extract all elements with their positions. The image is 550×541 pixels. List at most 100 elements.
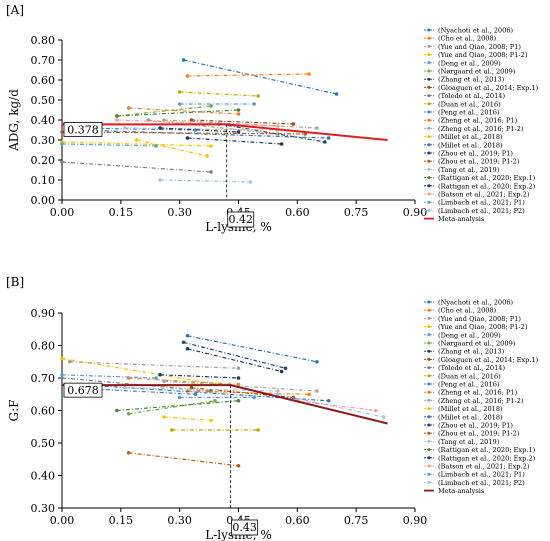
x-tick-label: 0.75 [344,206,369,219]
legend-entry: (Toledo et al., 2014) [438,364,505,372]
legend-entry: (Limbach et al., 2021; P2) [438,479,525,487]
legend-marker [427,341,431,345]
series-line [61,374,157,379]
data-point [307,72,311,76]
data-point [154,144,158,148]
data-point [381,415,386,419]
data-point [177,102,182,106]
legend-entry: (Limbach et al., 2021; P1) [438,199,525,207]
data-point [275,124,280,128]
legend-entry: (Yue and Qiao, 2008; P1-2) [438,51,528,59]
legend-entry: (Rattigan et al., 2020; Exp.1) [438,446,536,454]
legend-marker [427,423,431,427]
data-point [279,142,284,146]
y-tick-label: 0.60 [31,405,56,418]
legend: (Nyachoti et al., 2006)(Cho et al., 2008… [424,299,539,495]
x-tick-label: 0.60 [285,206,310,219]
legend-entry: (Rattigan et al., 2020; Exp.2) [438,182,536,190]
data-point [322,140,327,144]
data-point [68,359,72,364]
legend-marker [427,308,431,312]
data-point [326,398,331,403]
legend-marker [427,382,431,386]
data-point [181,340,186,345]
data-point [275,392,280,397]
data-point [126,450,131,455]
legend-marker [427,167,431,171]
y-tick-label: 0.60 [31,74,56,87]
y-tick-label: 0.50 [31,94,56,107]
legend-entry: (Zheng et al., 2016; P1) [438,117,518,125]
meta-analysis-line [62,384,388,425]
legend-entry: (Zhou et al., 2019; P1-2) [438,430,520,438]
breakpoint-y-box [63,122,103,137]
data-point [252,102,256,106]
series-line [160,127,239,133]
data-point [236,376,241,380]
legend-entry: (Duan et al., 2016) [438,100,501,108]
data-point [60,160,64,164]
breakpoint-y-label: 0.378 [67,123,99,136]
data-point [134,138,139,142]
series-line [183,341,286,369]
data-point [275,132,280,136]
data-point [291,122,296,126]
y-tick-label: 0.40 [31,114,56,127]
legend-entry-meta: Meta-analysis [438,215,485,223]
x-tick-label: 0.30 [167,514,192,527]
data-point [185,74,190,78]
series-line [61,143,157,147]
series-line [136,139,208,157]
data-point [60,372,64,377]
legend-marker [427,349,431,353]
legend-marker [427,456,431,460]
data-point [122,126,127,130]
y-tick-label: 0.70 [31,372,56,385]
y-tick-label: 0.00 [31,194,56,207]
data-point [236,463,241,468]
legend-entry: (Millet et al., 2018) [438,405,503,413]
data-point [60,130,64,134]
data-point [177,90,182,94]
data-point [185,346,190,351]
y-axis-label: ADG, kg/d [7,89,21,152]
legend-marker [427,36,431,40]
legend-entry: (Peng et al., 2016) [438,109,500,117]
x-tick-label: 0.00 [50,206,75,219]
legend-entry: (Rattigan et al., 2020; Exp.1) [438,174,536,182]
data-point [315,126,319,130]
data-point [279,369,284,374]
data-point [115,408,119,413]
legend-entry: (Duan et al., 2016) [438,372,501,380]
legend-marker [427,472,431,476]
data-point [307,392,311,397]
data-point [236,398,241,403]
legend-entry: (Zhou et al., 2019; P1) [438,422,513,430]
data-point [162,415,166,419]
legend-entry: (Deng et al., 2009) [438,59,501,67]
series-line [163,416,212,421]
series-line [61,357,219,386]
series-line [163,380,317,392]
series-line [128,377,239,386]
y-tick-label: 0.90 [31,307,56,320]
series-line [187,348,282,373]
legend-marker [427,357,431,361]
x-tick-label: 0.00 [50,514,75,527]
series-line [124,127,278,131]
legend-entry: (Gloaguen et al., 2014; Exp.1) [438,84,539,92]
legend-marker [427,69,431,73]
data-point [115,114,119,118]
legend-marker [427,159,431,163]
legend-entry: (Yue and Qiao, 2008; P1-2) [438,323,528,331]
x-tick-label: 0.15 [109,206,134,219]
series-line [128,452,239,467]
data-point [236,108,241,112]
legend-marker [427,135,431,139]
legend-entry: (Zheng et al., 2016; P1) [438,389,518,397]
legend-marker [427,480,431,484]
legend-entry-meta: Meta-analysis [438,487,485,495]
data-point [334,92,339,96]
series-line [297,400,376,412]
data-point [236,366,241,371]
